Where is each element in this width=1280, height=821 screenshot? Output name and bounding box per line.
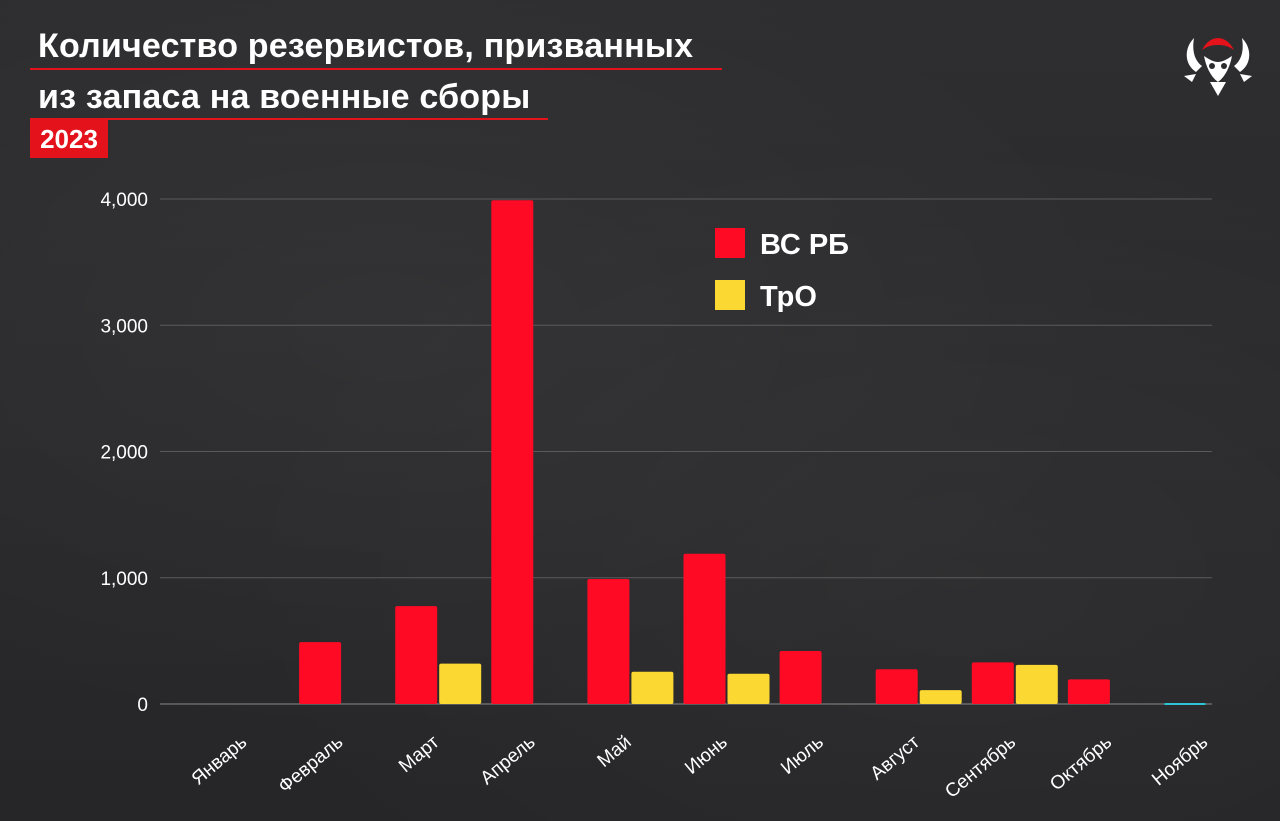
bar-tro-7	[919, 690, 962, 704]
bar-tro-4	[631, 671, 674, 704]
x-tick-label: Апрель	[477, 732, 540, 790]
y-tick-label: 4,000	[100, 190, 148, 211]
x-tick-label: Май	[594, 732, 636, 772]
x-tick-label: Сентябрь	[941, 732, 1020, 803]
legend-label: ВС РБ	[760, 229, 849, 261]
x-tick-label: Февраль	[275, 732, 348, 798]
y-axis-ticks: 0 1,000 2,000 3,000 4,000	[100, 190, 148, 716]
bar-vs-rb-5	[683, 553, 726, 704]
bar-vs-rb-4	[587, 579, 630, 704]
x-tick-label: Ноябрь	[1148, 732, 1212, 791]
legend-label: ТрО	[760, 281, 817, 313]
x-tick-label: Март	[395, 732, 444, 777]
bar-tro-2	[439, 663, 482, 704]
chart-title-line-2: из запаса на военные сборы	[38, 78, 531, 116]
chart-title-line-1: Количество резервистов, призванных	[38, 27, 694, 65]
bar-vs-rb-6	[779, 650, 822, 704]
bar-vs-rb-10	[1164, 703, 1206, 705]
bar-vs-rb-1	[299, 642, 342, 704]
y-tick-label: 2,000	[100, 443, 148, 464]
x-axis-labels: Январь Февраль Март Апрель Май Июнь Июль Август…	[188, 732, 1212, 803]
demon-skull-logo-icon	[1184, 38, 1252, 96]
bar-vs-rb-3	[491, 200, 534, 704]
x-tick-label: Октябрь	[1046, 732, 1116, 795]
legend: ВС РБ ТрО	[715, 228, 849, 313]
title-underline-1	[30, 68, 722, 70]
legend-swatch	[715, 280, 745, 310]
bar-vs-rb-7	[875, 669, 918, 704]
title-underline-2	[30, 118, 548, 120]
x-tick-label: Июнь	[681, 732, 732, 779]
y-tick-label: 0	[137, 695, 148, 716]
bar-tro-5	[727, 673, 770, 704]
bar-tro-8	[1015, 664, 1058, 704]
y-tick-label: 1,000	[100, 569, 148, 590]
bar-vs-rb-9	[1067, 679, 1110, 704]
year-badge: 2023	[30, 120, 108, 158]
bar-vs-rb-8	[971, 662, 1014, 704]
x-tick-label: Январь	[188, 732, 251, 790]
bar-vs-rb-2	[395, 606, 438, 704]
bars	[299, 200, 1206, 705]
x-tick-label: Август	[867, 732, 925, 785]
y-tick-label: 3,000	[100, 316, 148, 337]
legend-swatch	[715, 228, 745, 258]
x-tick-label: Июль	[777, 732, 828, 779]
